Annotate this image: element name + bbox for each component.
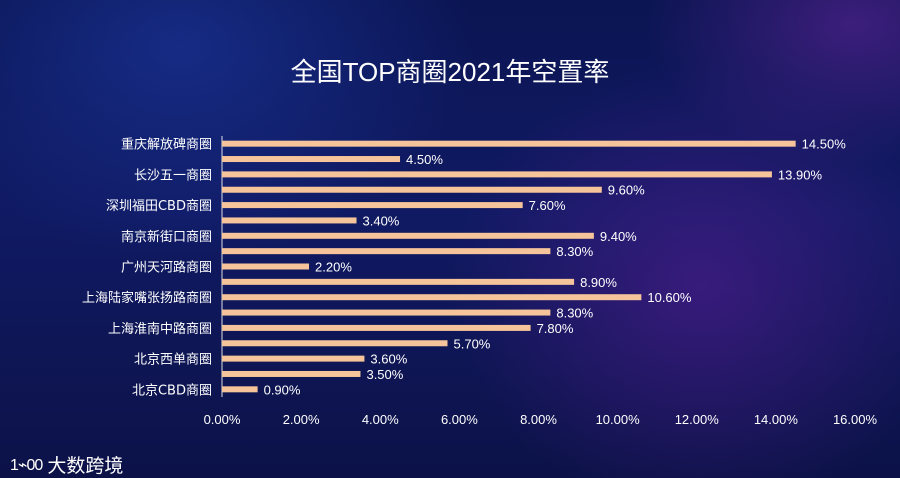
brand-mark: 1⌁00 bbox=[10, 456, 43, 474]
category-label: 北京西单商圈 bbox=[134, 353, 212, 368]
value-label: 7.80% bbox=[537, 321, 574, 336]
bar bbox=[222, 355, 365, 362]
x-tick-label: 2.00% bbox=[283, 412, 320, 427]
brand-logo: 1⌁00 大数跨境 bbox=[10, 451, 123, 478]
value-label: 13.90% bbox=[778, 167, 823, 182]
category-label: 南京新街口商圈 bbox=[121, 229, 212, 245]
x-tick-label: 12.00% bbox=[675, 412, 720, 427]
value-label: 8.30% bbox=[556, 306, 593, 321]
value-label: 8.30% bbox=[556, 244, 593, 259]
bar bbox=[222, 140, 796, 147]
bar bbox=[222, 340, 448, 347]
bar bbox=[222, 217, 357, 224]
x-tick-label: 4.00% bbox=[362, 412, 399, 427]
category-label: 北京CBD商圈 bbox=[132, 383, 212, 398]
x-tick-label: 8.00% bbox=[520, 412, 557, 427]
value-label: 0.90% bbox=[264, 382, 301, 397]
bar bbox=[222, 263, 310, 270]
x-tick-label: 0.00% bbox=[204, 412, 241, 427]
category-label: 长沙五一商圈 bbox=[134, 168, 212, 183]
bar bbox=[222, 171, 772, 178]
bar bbox=[222, 294, 642, 301]
value-label: 9.60% bbox=[608, 183, 645, 198]
bar bbox=[222, 386, 258, 393]
bar bbox=[222, 324, 531, 331]
category-label: 深圳福田CBD商圈 bbox=[106, 199, 212, 214]
x-tick-label: 6.00% bbox=[441, 412, 478, 427]
value-label: 3.50% bbox=[366, 367, 403, 382]
bar bbox=[222, 248, 551, 255]
value-label: 10.60% bbox=[647, 290, 692, 305]
brand-name: 大数跨境 bbox=[47, 455, 124, 477]
value-label: 8.90% bbox=[580, 275, 617, 290]
value-label: 9.40% bbox=[600, 229, 637, 244]
value-label: 14.50% bbox=[802, 137, 847, 152]
category-label: 重庆解放碑商圈 bbox=[121, 137, 212, 153]
value-label: 7.60% bbox=[529, 198, 566, 213]
bar bbox=[222, 370, 361, 377]
bar bbox=[222, 309, 551, 316]
category-label: 广州天河路商圈 bbox=[121, 260, 212, 276]
value-label: 2.20% bbox=[315, 260, 352, 275]
bar bbox=[222, 156, 401, 163]
x-tick-label: 14.00% bbox=[754, 412, 799, 427]
chart-title: 全国TOP商圈2021年空置率 bbox=[290, 57, 610, 87]
value-label: 4.50% bbox=[406, 152, 443, 167]
x-tick-label: 10.00% bbox=[596, 412, 641, 427]
category-label: 上海陆家嘴张扬路商圈 bbox=[82, 290, 212, 306]
value-label: 5.70% bbox=[454, 336, 491, 351]
value-label: 3.60% bbox=[370, 352, 407, 367]
x-tick-label: 16.00% bbox=[833, 412, 878, 427]
category-label: 上海淮南中路商圈 bbox=[108, 321, 212, 337]
bar bbox=[222, 232, 594, 239]
bar bbox=[222, 202, 523, 209]
value-label: 3.40% bbox=[363, 213, 400, 228]
bar bbox=[222, 186, 602, 193]
bar bbox=[222, 278, 575, 285]
